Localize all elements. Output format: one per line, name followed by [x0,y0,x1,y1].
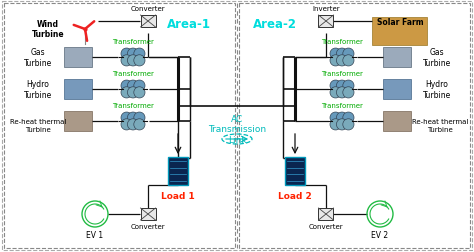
Circle shape [134,119,145,131]
Circle shape [121,49,132,60]
Circle shape [330,55,341,67]
Text: Wind
Turbine: Wind Turbine [32,20,64,39]
Bar [383,48,411,68]
Bar [319,208,334,220]
Circle shape [134,49,145,60]
Circle shape [343,113,354,124]
Text: Converter: Converter [131,6,165,12]
Circle shape [330,81,341,92]
Text: EV 1: EV 1 [86,230,103,239]
Circle shape [128,55,138,67]
Circle shape [121,55,132,67]
Circle shape [128,87,138,99]
Text: Re-heat thermal
Turbine: Re-heat thermal Turbine [412,119,468,132]
Circle shape [134,87,145,99]
Circle shape [337,49,347,60]
Circle shape [337,87,347,99]
Bar [168,158,188,185]
Text: Load 1: Load 1 [161,191,195,200]
Text: Load 2: Load 2 [278,191,312,200]
Text: Solar Farm: Solar Farm [377,18,423,27]
Circle shape [134,55,145,67]
Circle shape [337,113,347,124]
Text: Transformer: Transformer [112,71,154,77]
Text: Transformer: Transformer [321,71,363,77]
Circle shape [121,87,132,99]
Bar [383,112,411,132]
Circle shape [343,55,354,67]
Bar [383,80,411,100]
Circle shape [330,49,341,60]
Circle shape [134,81,145,92]
Circle shape [121,113,132,124]
Circle shape [343,87,354,99]
Text: Transformer: Transformer [321,39,363,45]
Text: Re-heat thermal
Turbine: Re-heat thermal Turbine [10,119,66,132]
Text: Gas
Turbine: Gas Turbine [423,48,451,68]
Circle shape [121,119,132,131]
Circle shape [128,81,138,92]
Bar [64,48,92,68]
Text: Hydro
Turbine: Hydro Turbine [24,80,52,99]
Text: Inverter: Inverter [312,6,340,12]
Bar [285,158,305,185]
Text: Gas
Turbine: Gas Turbine [24,48,52,68]
Circle shape [121,81,132,92]
Text: AC
Transmission
Link: AC Transmission Link [208,115,266,144]
Bar [373,18,428,46]
Text: Hydro
Turbine: Hydro Turbine [423,80,451,99]
Circle shape [134,113,145,124]
Text: Area-2: Area-2 [253,18,297,31]
Text: Converter: Converter [131,223,165,229]
Circle shape [128,119,138,131]
Text: Converter: Converter [309,223,343,229]
Text: Area-1: Area-1 [167,18,211,31]
Bar [239,4,470,248]
Circle shape [330,113,341,124]
Text: Transformer: Transformer [112,39,154,45]
Bar [4,4,235,248]
Circle shape [343,81,354,92]
Bar [140,16,155,28]
Text: Transformer: Transformer [112,103,154,109]
Circle shape [128,49,138,60]
Circle shape [343,49,354,60]
Circle shape [343,119,354,131]
Circle shape [330,119,341,131]
Text: EV 2: EV 2 [372,230,389,239]
Circle shape [128,113,138,124]
Text: Transformer: Transformer [321,103,363,109]
Bar [64,112,92,132]
Bar [64,80,92,100]
Circle shape [330,87,341,99]
Circle shape [337,55,347,67]
Bar [140,208,155,220]
Circle shape [337,81,347,92]
Bar [319,16,334,28]
Circle shape [337,119,347,131]
